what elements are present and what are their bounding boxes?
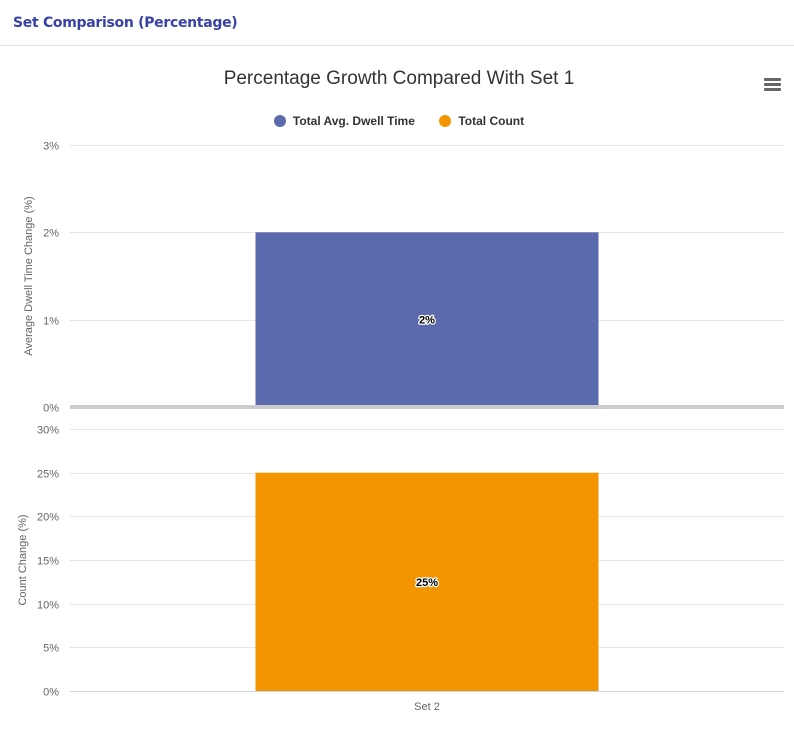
legend-label-count: Total Count [458, 114, 525, 128]
data-label: 25% [416, 577, 438, 589]
y-tick-label: 1% [43, 316, 59, 328]
legend-swatch-count [439, 115, 452, 127]
pane-separator [70, 405, 784, 409]
bar [255, 472, 599, 691]
y-tick-label: 0% [43, 687, 59, 699]
y-tick-label: 0% [43, 403, 59, 415]
y-tick-label: 30% [37, 425, 59, 437]
y-tick-label: 5% [43, 643, 59, 655]
legend-item-count[interactable]: Total Count [439, 113, 524, 129]
data-label: 2% [419, 315, 435, 327]
legend-item-dwell-time[interactable]: Total Avg. Dwell Time [273, 113, 415, 129]
bar [255, 232, 599, 407]
y-tick-label: 3% [43, 141, 59, 153]
x-tick-label: Set 2 [414, 701, 440, 713]
y-tick-label: 25% [37, 469, 59, 481]
panel-header: Set Comparison (Percentage) [0, 0, 794, 46]
legend-label-dwell-time: Total Avg. Dwell Time [292, 114, 415, 128]
y-tick-label: 2% [43, 228, 59, 240]
chart-menu-icon[interactable] [760, 74, 786, 96]
legend-swatch-dwell-time [273, 115, 286, 127]
y-tick-label: 10% [37, 600, 59, 612]
y-tick-label: 20% [37, 512, 59, 524]
legend: Total Avg. Dwell Time Total Count [0, 112, 794, 130]
panel-title: Set Comparison (Percentage) [13, 15, 238, 31]
chart-title: Percentage Growth Compared With Set 1 [223, 68, 575, 89]
y-tick-label: 15% [37, 556, 59, 568]
